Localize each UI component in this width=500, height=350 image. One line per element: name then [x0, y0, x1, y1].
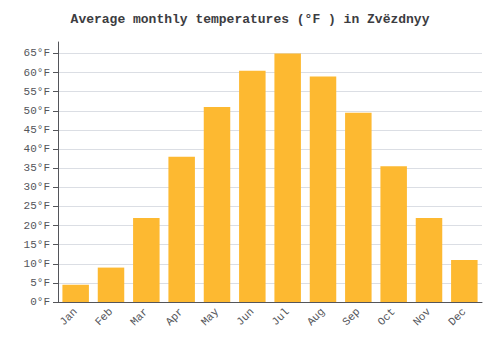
svg-text:40°F: 40°F	[24, 143, 50, 155]
svg-text:May: May	[199, 305, 222, 328]
svg-text:0°F: 0°F	[30, 296, 50, 308]
svg-text:35°F: 35°F	[24, 162, 50, 174]
svg-text:Jan: Jan	[57, 306, 79, 328]
svg-text:65°F: 65°F	[24, 47, 50, 59]
svg-text:Apr: Apr	[163, 306, 185, 328]
svg-text:50°F: 50°F	[24, 105, 50, 117]
svg-text:Dec: Dec	[446, 306, 468, 328]
svg-text:Aug: Aug	[305, 306, 327, 328]
svg-text:Jul: Jul	[269, 306, 291, 328]
svg-text:60°F: 60°F	[24, 67, 50, 79]
svg-text:10°F: 10°F	[24, 258, 50, 270]
svg-text:Average monthly temperatures (: Average monthly temperatures (°F ) in Zv…	[71, 12, 430, 27]
svg-text:25°F: 25°F	[24, 200, 50, 212]
svg-text:55°F: 55°F	[24, 86, 50, 98]
svg-text:15°F: 15°F	[24, 239, 50, 251]
svg-text:Mar: Mar	[128, 306, 150, 328]
svg-text:45°F: 45°F	[24, 124, 50, 136]
svg-text:20°F: 20°F	[24, 220, 50, 232]
svg-text:Feb: Feb	[93, 306, 115, 328]
svg-text:30°F: 30°F	[24, 181, 50, 193]
svg-text:Sep: Sep	[340, 306, 362, 328]
svg-text:5°F: 5°F	[30, 277, 50, 289]
svg-text:Oct: Oct	[375, 306, 397, 328]
svg-text:Jun: Jun	[234, 306, 256, 328]
svg-text:Nov: Nov	[411, 305, 434, 328]
